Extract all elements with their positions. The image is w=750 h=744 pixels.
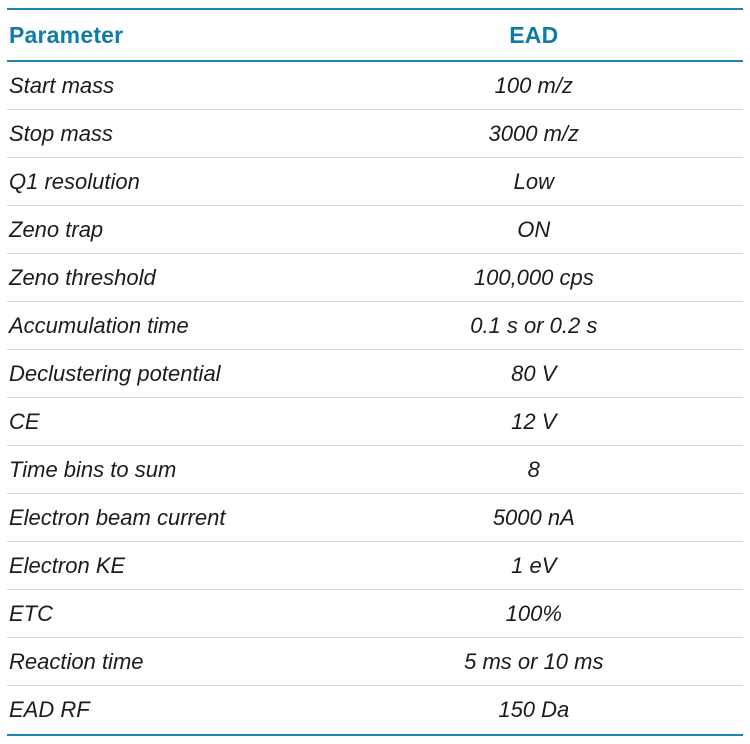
table-row: Electron beam current 5000 nA <box>7 494 743 542</box>
parameter-cell: Zeno trap <box>9 216 104 242</box>
table-row: Stop mass 3000 m/z <box>7 110 743 158</box>
table-row: Start mass 100 m/z <box>7 62 743 110</box>
table-row: Zeno threshold 100,000 cps <box>7 254 743 302</box>
parameter-cell: CE <box>9 408 40 434</box>
value-cell: 5000 nA <box>492 504 575 530</box>
table-body: Start mass 100 m/z Stop mass 3000 m/z Q1 res… <box>7 62 743 734</box>
value-cell: 100 m/z <box>494 72 573 98</box>
parameter-cell: Start mass <box>9 72 115 98</box>
value-cell: 12 V <box>511 408 557 434</box>
parameter-cell: Electron beam current <box>9 504 226 530</box>
value-cell: ON <box>517 216 551 242</box>
table-row: Electron KE 1 eV <box>7 542 743 590</box>
table-row: Reaction time 5 ms or 10 ms <box>7 638 743 686</box>
value-cell: 8 <box>527 456 540 482</box>
table-row: CE 12 V <box>7 398 743 446</box>
value-cell: Low <box>513 168 554 194</box>
value-cell: 100,000 cps <box>473 264 594 290</box>
table-header-row: Parameter EAD <box>7 10 743 62</box>
parameter-cell: Electron KE <box>9 552 126 578</box>
value-cell: 0.1 s or 0.2 s <box>470 312 598 338</box>
value-cell: 5 ms or 10 ms <box>464 648 604 674</box>
value-cell: 80 V <box>511 360 557 386</box>
parameter-cell: Declustering potential <box>9 360 221 386</box>
table-row: Q1 resolution Low <box>7 158 743 206</box>
value-cell: 1 eV <box>511 552 557 578</box>
parameter-cell: Reaction time <box>9 648 144 674</box>
column-header-parameter: Parameter <box>9 21 124 48</box>
value-cell: 100% <box>505 600 562 626</box>
value-cell: 3000 m/z <box>488 120 580 146</box>
parameter-cell: ETC <box>9 600 53 626</box>
table-row: EAD RF 150 Da <box>7 686 743 734</box>
parameter-cell: Q1 resolution <box>9 168 140 194</box>
parameter-cell: EAD RF <box>9 697 90 722</box>
parameter-cell: Zeno threshold <box>9 264 156 290</box>
parameter-cell: Time bins to sum <box>9 456 177 482</box>
ead-parameters-table: Parameter EAD Start mass 100 m/z Stop mass… <box>7 8 743 736</box>
table-row: Zeno trap ON <box>7 206 743 254</box>
table-row: Declustering potential 80 V <box>7 350 743 398</box>
parameter-cell: Accumulation time <box>9 312 189 338</box>
parameter-cell: Stop mass <box>9 120 113 146</box>
table-row: Time bins to sum 8 <box>7 446 743 494</box>
table-row: Accumulation time 0.1 s or 0.2 s <box>7 302 743 350</box>
table-row: ETC 100% <box>7 590 743 638</box>
column-header-ead: EAD <box>509 21 559 48</box>
value-cell: 150 Da <box>498 697 570 722</box>
